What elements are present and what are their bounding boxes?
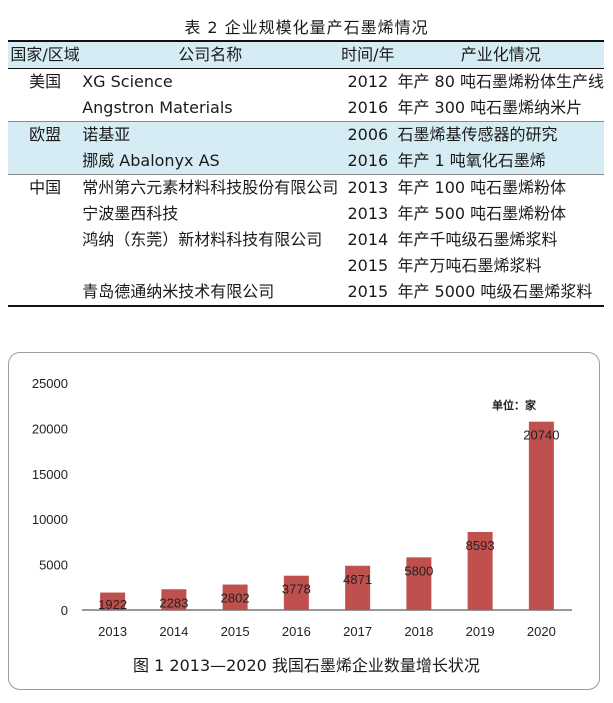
x-tick-label: 2020 [527, 624, 556, 639]
figure-frame [8, 352, 600, 690]
region-cell: 中国 [8, 174, 83, 201]
bar [283, 575, 309, 610]
x-tick-label: 2019 [466, 624, 495, 639]
data-label: 1922 [98, 597, 127, 612]
table-row: 鸿纳（东莞）新材料科技有限公司 2014 年产千吨级石墨烯浆料 [8, 227, 604, 253]
data-label: 3778 [282, 582, 311, 597]
y-tick-label: 20000 [32, 421, 68, 436]
table-caption: 表 2 企业规模化量产石墨烯情况 [184, 18, 429, 37]
header-region: 国家/区域 [8, 40, 83, 69]
bar [467, 531, 493, 610]
status-cell: 年产千吨级石墨烯浆料 [397, 230, 558, 249]
region-cell [8, 148, 83, 175]
status-cell: 年产 500 吨石墨烯粉体 [397, 204, 567, 223]
y-tick-label: 5000 [39, 558, 68, 573]
status-cell: 年产 300 吨石墨烯纳米片 [397, 98, 583, 117]
year-cell: 2015 [338, 279, 398, 307]
table-row: 青岛德通纳米技术有限公司 2015 年产 5000 吨级石墨烯浆料 [8, 279, 604, 307]
y-tick-label: 0 [61, 603, 68, 618]
table-row: Angstron Materials 2016 年产 300 吨石墨烯纳米片 [8, 95, 604, 122]
table-row: 中国 常州第六元素材料科技股份有限公司 2013 年产 100 吨石墨烯粉体 [8, 174, 604, 201]
header-year: 时间/年 [338, 40, 398, 69]
company-cell: XG Science [82, 72, 173, 91]
bar [161, 589, 187, 610]
data-label: 20740 [523, 428, 559, 443]
year-cell: 2015 [347, 256, 389, 275]
y-tick-label: 15000 [32, 467, 68, 482]
status-cell: 年产 80 吨石墨烯粉体生产线 [397, 72, 604, 91]
y-tick-label: 10000 [32, 512, 68, 527]
y-tick-label: 25000 [32, 376, 68, 391]
year-cell: 2016 [338, 148, 398, 175]
unit-label: 单位：家 [492, 398, 537, 412]
table-body: 美国 XG Science 2012 年产 80 吨石墨烯粉体生产线 Angstron … [8, 69, 604, 307]
table-row: 2015 年产万吨石墨烯浆料 [8, 253, 604, 279]
year-cell: 2016 [347, 98, 389, 117]
bar [345, 565, 371, 610]
data-label: 4871 [343, 572, 372, 587]
bar [406, 557, 432, 610]
year-cell: 2013 [347, 204, 389, 223]
company-cell: 青岛德通纳米技术有限公司 [82, 279, 339, 307]
x-tick-label: 2018 [404, 624, 433, 639]
header-company: 公司名称 [82, 40, 339, 69]
status-cell: 年产万吨石墨烯浆料 [397, 256, 542, 275]
company-cell: Angstron Materials [82, 98, 233, 117]
x-tick-label: 2013 [98, 624, 127, 639]
company-cell: 挪威 Abalonyx AS [82, 148, 339, 175]
header-status: 产业化情况 [397, 40, 604, 69]
status-cell: 年产 1 吨氧化石墨烯 [397, 148, 604, 175]
year-cell: 2014 [347, 230, 389, 249]
company-cell: 宁波墨西科技 [82, 204, 179, 223]
table-row: 欧盟 诺基亚 2006 石墨烯基传感器的研究 [8, 121, 604, 148]
data-label: 5800 [404, 563, 433, 578]
table-row: 美国 XG Science 2012 年产 80 吨石墨烯粉体生产线 [8, 69, 604, 96]
figure-caption: 图 1 2013—2020 我国石墨烯企业数量增长状况 [133, 656, 480, 675]
x-tick-label: 2014 [159, 624, 188, 639]
region-cell: 欧盟 [8, 121, 83, 148]
region-cell: 美国 [29, 72, 62, 91]
table-row: 宁波墨西科技 2013 年产 500 吨石墨烯粉体 [8, 201, 604, 227]
year-cell: 2013 [338, 174, 398, 201]
status-cell: 石墨烯基传感器的研究 [397, 121, 604, 148]
bar [222, 584, 248, 610]
x-tick-label: 2016 [282, 624, 311, 639]
bar [100, 592, 126, 610]
year-cell: 2012 [347, 72, 389, 91]
data-label: 2802 [221, 591, 250, 606]
company-cell: 常州第六元素材料科技股份有限公司 [82, 174, 339, 201]
status-cell: 年产 100 吨石墨烯粉体 [397, 174, 604, 201]
enterprise-table: 国家/区域 公司名称 时间/年 产业化情况 美国 XG Science 2012 年产… [8, 40, 604, 307]
table-row: 挪威 Abalonyx AS 2016 年产 1 吨氧化石墨烯 [8, 148, 604, 175]
year-cell: 2006 [338, 121, 398, 148]
region-cell [8, 279, 83, 307]
x-tick-label: 2017 [343, 624, 372, 639]
x-tick-label: 2015 [221, 624, 250, 639]
status-cell: 年产 5000 吨级石墨烯浆料 [397, 279, 604, 307]
table-header-row: 国家/区域 公司名称 时间/年 产业化情况 [8, 40, 604, 69]
data-label: 8593 [466, 538, 495, 553]
company-cell: 诺基亚 [82, 121, 339, 148]
bar [528, 421, 554, 610]
company-cell: 鸿纳（东莞）新材料科技有限公司 [82, 230, 323, 249]
data-label: 2283 [159, 595, 188, 610]
